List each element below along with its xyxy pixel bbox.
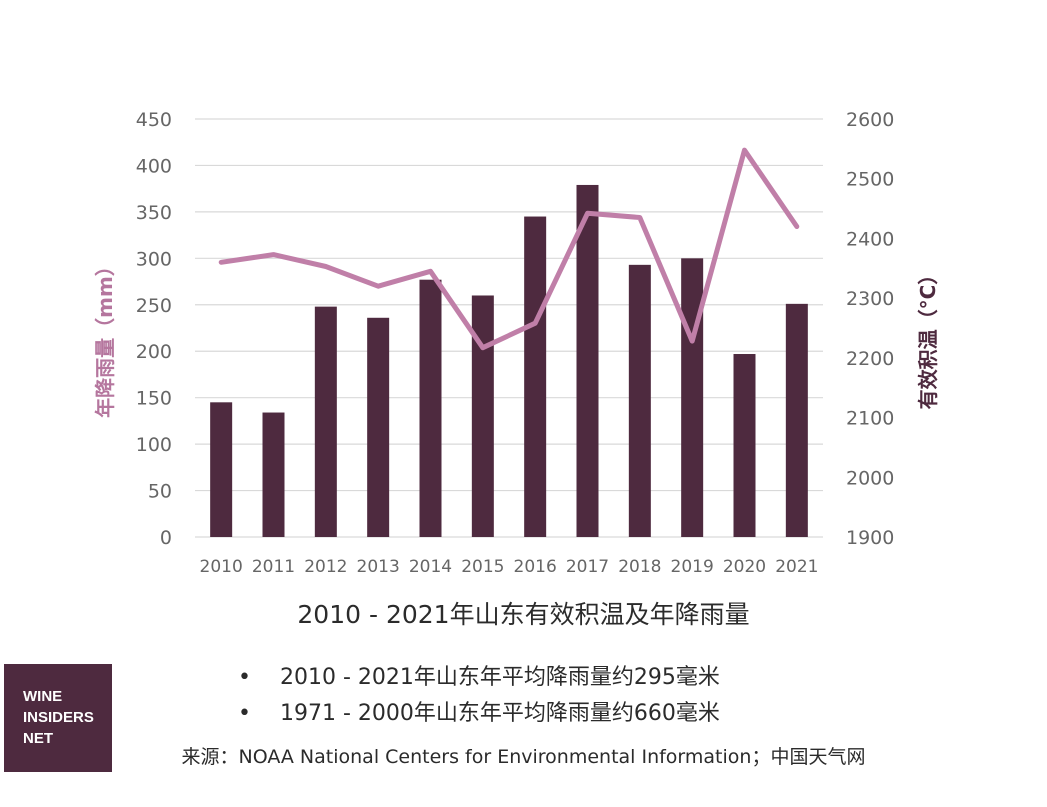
bar-2014: [419, 279, 442, 537]
note-item: • 1971 - 2000年山东年平均降雨量约660毫米: [238, 696, 720, 732]
logo-line: NET: [23, 730, 53, 747]
y-right-tick-label: 2400: [846, 228, 894, 250]
y-left-tick-label: 450: [136, 109, 172, 131]
bullet-icon: •: [238, 701, 251, 726]
note-text: 2010 - 2021年山东年平均降雨量约295毫米: [280, 665, 720, 690]
x-tick-label: 2011: [252, 557, 295, 577]
y-right-axis-title: 有效积温（°C）: [916, 265, 940, 410]
y-right-tick-label: 2000: [846, 467, 894, 489]
x-tick-label: 2019: [671, 557, 714, 577]
bar-2015: [471, 295, 494, 537]
y-left-tick-label: 350: [136, 202, 172, 224]
source-note: 来源：NOAA National Centers for Environment…: [181, 746, 866, 768]
y-left-tick-label: 300: [136, 248, 172, 270]
y-right-tick-label: 2600: [846, 109, 894, 131]
note-text: 1971 - 2000年山东年平均降雨量约660毫米: [280, 701, 720, 726]
x-tick-label: 2010: [200, 557, 243, 577]
combo-chart: 0 50 100 150 200 250 300 350 400 450 1900 2000 2100 2…: [93, 109, 940, 577]
x-tick-label: 2013: [357, 557, 400, 577]
bar-2019: [681, 258, 704, 537]
y-right-tick-label: 2500: [846, 169, 894, 191]
logo: WINE INSIDERS NET: [4, 664, 112, 772]
chart-title: 2010 - 2021年山东有效积温及年降雨量: [297, 600, 750, 629]
y-left-axis-title: 年降雨量（mm）: [93, 256, 117, 418]
line-series-有效积温: [218, 147, 800, 351]
y-left-tick-label: 0: [160, 527, 172, 549]
y-right-tick-label: 2200: [846, 348, 894, 370]
bar-2011: [262, 412, 285, 537]
bullet-icon: •: [238, 665, 251, 690]
bar-2013: [367, 317, 390, 537]
bar-2021: [785, 303, 808, 537]
y-left-tick-label: 50: [148, 481, 172, 503]
y-left-tick-label: 400: [136, 155, 172, 177]
y-right-tick-label: 2100: [846, 408, 894, 430]
bar-2020: [733, 354, 756, 537]
y-left-tick-label: 100: [136, 434, 172, 456]
x-tick-label: 2012: [304, 557, 347, 577]
x-tick-label: 2014: [409, 557, 452, 577]
x-tick-label: 2020: [723, 557, 766, 577]
bar-2012: [314, 306, 337, 537]
y-left-tick-label: 150: [136, 388, 172, 410]
y-left-tick-label: 200: [136, 341, 172, 363]
y-right-tick-label: 1900: [846, 527, 894, 549]
x-tick-label: 2017: [566, 557, 609, 577]
logo-line: INSIDERS: [23, 709, 94, 726]
x-tick-label: 2015: [461, 557, 504, 577]
notes-list: • 2010 - 2021年山东年平均降雨量约295毫米 • 1971 - 2000…: [238, 660, 720, 732]
note-item: • 2010 - 2021年山东年平均降雨量约295毫米: [238, 660, 720, 696]
bar-2018: [628, 264, 651, 537]
x-tick-label: 2018: [618, 557, 661, 577]
x-tick-label: 2021: [775, 557, 818, 577]
y-right-tick-label: 2300: [846, 288, 894, 310]
x-tick-label: 2016: [514, 557, 557, 577]
logo-line: WINE: [23, 688, 63, 705]
bar-2017: [576, 184, 599, 537]
bar-2016: [524, 216, 547, 538]
bar-2010: [210, 402, 233, 537]
y-left-tick-label: 250: [136, 295, 172, 317]
